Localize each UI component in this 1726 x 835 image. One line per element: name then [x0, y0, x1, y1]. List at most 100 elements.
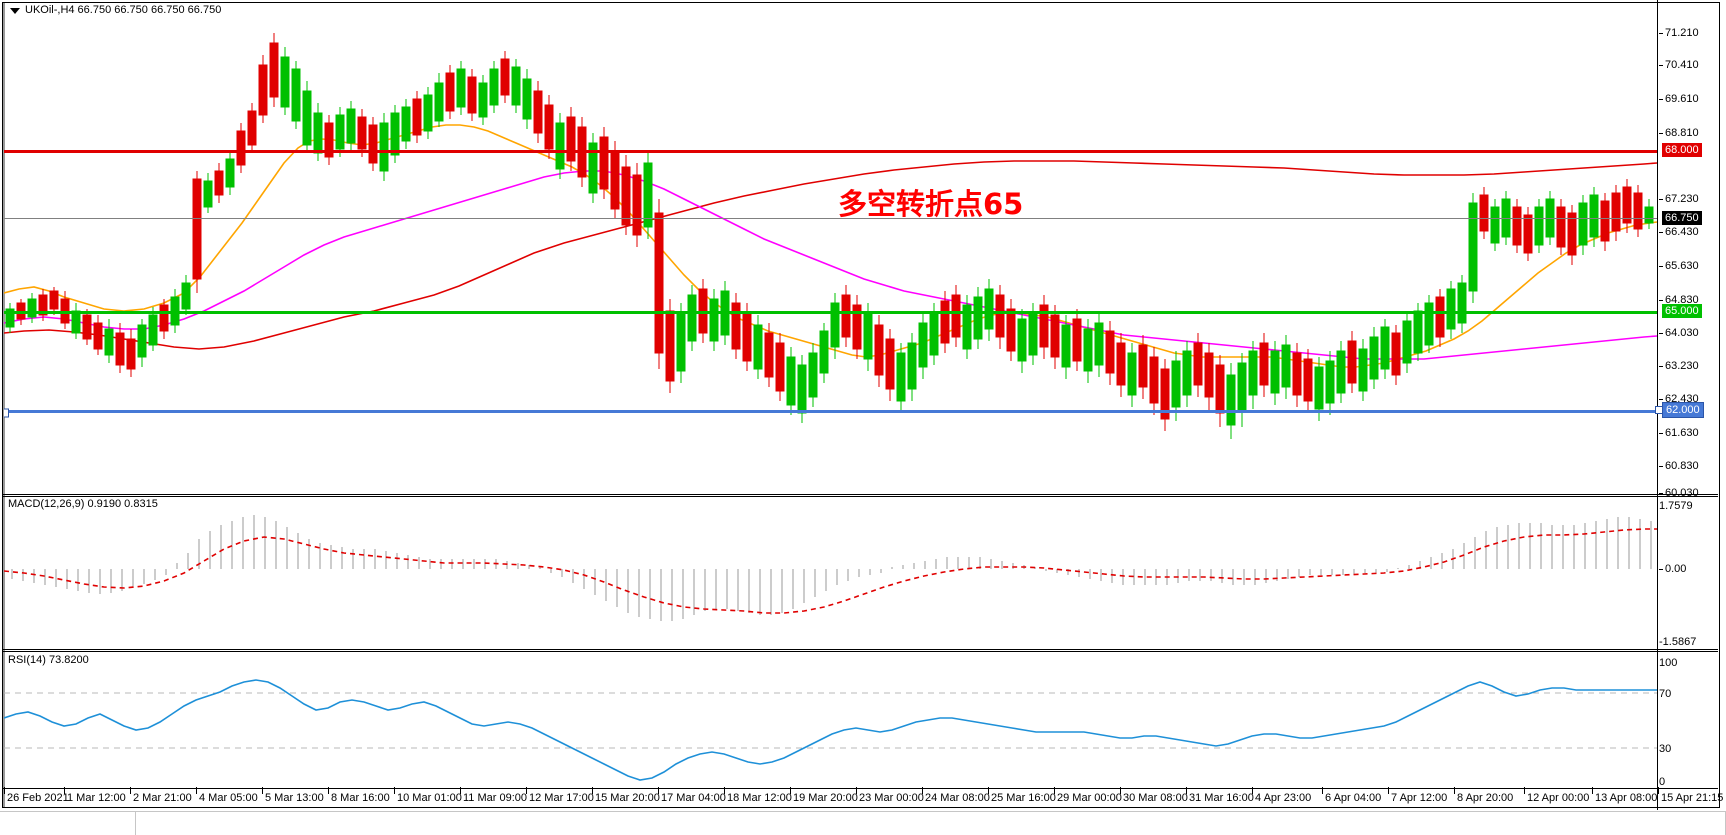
price-tick: 64.830: [1659, 294, 1699, 306]
time-tick: [2, 787, 3, 794]
time-tick: [64, 787, 65, 794]
macd-tick: -1.5867: [1659, 636, 1696, 648]
time-label-last: 15 Apr 21:15: [1661, 792, 1724, 804]
time-tick: [1454, 787, 1455, 794]
time-label: 18 Mar 12:00: [727, 792, 792, 804]
level-line-62-handle[interactable]: [4, 408, 9, 418]
time-label: 8 Mar 16:00: [331, 792, 390, 804]
price-tick: 69.610: [1659, 93, 1699, 105]
price-tag-support-handle[interactable]: [1655, 406, 1663, 414]
price-tag-support-label: 62.000: [1666, 404, 1700, 416]
time-label: 13 Apr 08:00: [1595, 792, 1658, 804]
time-tick: [1524, 787, 1525, 794]
price-tag-support[interactable]: 62.000: [1655, 402, 1704, 418]
ma-red-line-left-low: [4, 162, 1657, 433]
price-tick-label: 64.830: [1665, 294, 1699, 306]
time-label: 7 Apr 12:00: [1391, 792, 1448, 804]
time-label: 23 Mar 00:00: [859, 792, 924, 804]
price-tick: 60.830: [1659, 460, 1699, 472]
chart-annotation-text: 多空转折点65: [838, 187, 1024, 221]
rsi-label: RSI(14) 73.8200: [8, 654, 89, 666]
price-scale[interactable]: 71.210 70.410 69.610 68.810 67.230 66.43…: [1655, 0, 1719, 806]
level-line-68[interactable]: [4, 150, 1657, 153]
price-tick: 67.230: [1659, 193, 1699, 205]
price-tick-label: 71.210: [1665, 27, 1699, 39]
time-tick: [526, 787, 527, 794]
time-label: 24 Mar 08:00: [925, 792, 990, 804]
rsi-line: [4, 679, 1657, 781]
time-tick: [262, 787, 263, 794]
time-label: 15 Mar 20:00: [595, 792, 660, 804]
time-tick: [592, 787, 593, 794]
panel-divider-rsi-top: [2, 649, 1718, 650]
price-tick-label: 63.230: [1665, 360, 1699, 372]
time-tick: [790, 787, 791, 794]
price-tick: 68.810: [1659, 127, 1699, 139]
macd-label: MACD(12,26,9) 0.9190 0.8315: [8, 498, 158, 510]
time-tick: [1388, 787, 1389, 794]
time-tick: [1252, 787, 1253, 794]
macd-tick-label: 0.00: [1665, 563, 1687, 575]
time-tick: [724, 787, 725, 794]
level-line-65[interactable]: [4, 311, 1657, 314]
time-label: 17 Mar 04:00: [661, 792, 726, 804]
time-label: 8 Apr 20:00: [1457, 792, 1514, 804]
macd-panel[interactable]: [4, 497, 1657, 645]
time-tick: [1658, 787, 1659, 794]
time-label: 12 Apr 00:00: [1527, 792, 1590, 804]
time-label: 10 Mar 01:00: [397, 792, 462, 804]
macd-tick: 0.00: [1659, 563, 1686, 575]
macd-chart-svg: [4, 515, 1657, 621]
price-panel[interactable]: 多空转折点65: [4, 3, 1657, 491]
time-label: 25 Mar 16:00: [991, 792, 1056, 804]
candlestick-series: [5, 33, 1654, 439]
time-tick: [1120, 787, 1121, 794]
time-label: 12 Mar 17:00: [529, 792, 594, 804]
price-tick-label: 68.810: [1665, 127, 1699, 139]
rsi-chart-svg: [4, 679, 1657, 781]
price-tick-label: 66.430: [1665, 226, 1699, 238]
rsi-tick-label: 100: [1659, 657, 1678, 669]
price-tag-resistance[interactable]: 68.000: [1662, 143, 1702, 157]
price-tag-last[interactable]: 66.750: [1662, 211, 1702, 225]
panel-divider-macd-top2: [2, 496, 1718, 497]
price-tick: 70.410: [1659, 59, 1699, 71]
time-axis[interactable]: 26 Feb 2021 1 Mar 12:00 2 Mar 21:00 4 Ma…: [2, 787, 1724, 808]
time-label: 6 Apr 04:00: [1325, 792, 1382, 804]
time-label: 30 Mar 08:00: [1123, 792, 1188, 804]
time-tick: [988, 787, 989, 794]
price-tick: 65.630: [1659, 260, 1699, 272]
time-label: 5 Mar 13:00: [265, 792, 324, 804]
time-tick: [130, 787, 131, 794]
time-label: 4 Apr 23:00: [1255, 792, 1312, 804]
level-line-62[interactable]: [4, 408, 1657, 418]
macd-histogram: [11, 515, 1652, 621]
time-tick: [922, 787, 923, 794]
last-price-line: [4, 218, 1657, 219]
time-tick: [460, 787, 461, 794]
status-cell: [136, 811, 1726, 835]
rsi-panel[interactable]: [4, 652, 1657, 790]
price-scale-separator: [1657, 0, 1658, 834]
rsi-tick-label: 70: [1659, 688, 1672, 700]
rsi-tick: 0: [1659, 776, 1665, 788]
time-label: 29 Mar 00:00: [1057, 792, 1122, 804]
rsi-tick: 70: [1659, 688, 1671, 700]
time-label: 2 Mar 21:00: [133, 792, 192, 804]
rsi-tick-label: 30: [1659, 743, 1672, 755]
time-tick: [328, 787, 329, 794]
price-tick: 71.210: [1659, 27, 1699, 39]
panel-divider-macd-top: [2, 494, 1718, 495]
price-tick-label: 69.610: [1665, 93, 1699, 105]
chart-frame-inner: [3, 3, 1719, 807]
price-tag-pivot[interactable]: 65.000: [1662, 304, 1702, 318]
chart-header: UKOil-,H4 66.750 66.750 66.750 66.750: [10, 4, 221, 16]
price-tick-label: 65.630: [1665, 260, 1699, 272]
time-label: 19 Mar 20:00: [793, 792, 858, 804]
triangle-down-icon[interactable]: [10, 8, 20, 14]
time-label: 11 Mar 09:00: [463, 792, 528, 804]
time-tick: [1186, 787, 1187, 794]
price-tick-label: 60.030: [1665, 487, 1699, 499]
rsi-tick: 100: [1659, 657, 1677, 669]
